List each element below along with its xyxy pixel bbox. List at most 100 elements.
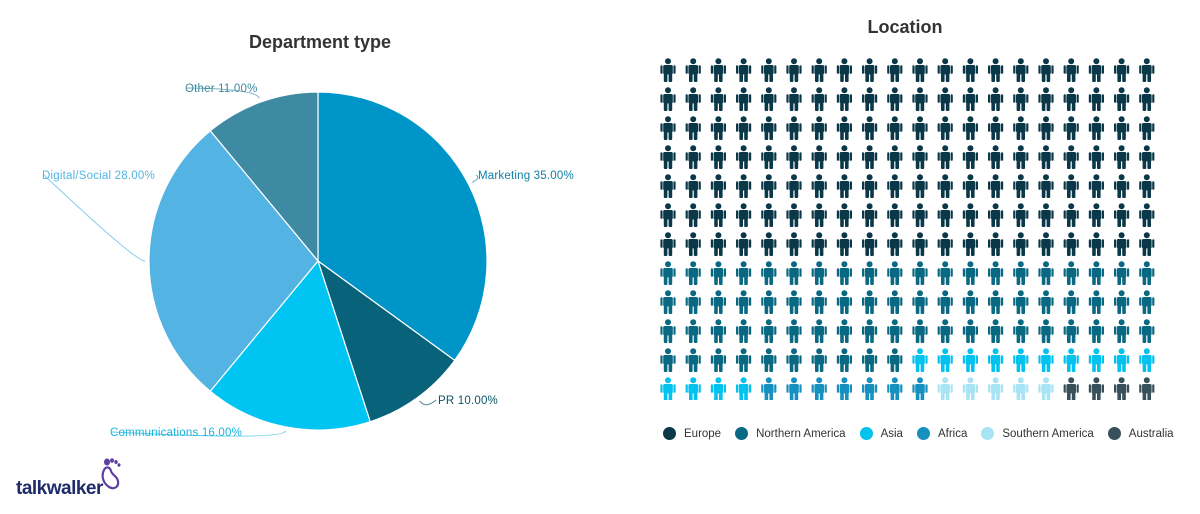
- person-icon-northern-america: [836, 261, 852, 285]
- person-icon-europe: [1114, 203, 1130, 227]
- legend-item-europe[interactable]: Europe: [663, 427, 721, 440]
- person-icon-europe: [1038, 203, 1054, 227]
- person-icon-asia: [660, 377, 676, 400]
- person-icon-northern-america: [786, 348, 802, 372]
- person-icon-northern-america: [1063, 261, 1079, 285]
- person-icon-northern-america: [736, 348, 752, 372]
- person-icon-northern-america: [1013, 290, 1029, 314]
- person-icon-europe: [836, 174, 852, 198]
- person-icon-europe: [862, 203, 878, 227]
- person-icon-australia: [1063, 377, 1079, 400]
- person-icon-europe: [836, 203, 852, 227]
- person-icon-europe: [710, 145, 726, 169]
- person-icon-europe: [962, 145, 978, 169]
- pie-slice-communications[interactable]: [209, 259, 371, 431]
- person-icon-europe: [1013, 145, 1029, 169]
- person-icon-europe: [1114, 145, 1130, 169]
- person-icon-europe: [988, 87, 1004, 111]
- person-icon-europe: [660, 232, 676, 256]
- person-icon-europe: [710, 58, 726, 82]
- person-icon-europe: [811, 87, 827, 111]
- person-icon-europe: [761, 58, 777, 82]
- person-icon-asia: [988, 348, 1004, 372]
- person-icon-europe: [836, 232, 852, 256]
- person-icon-europe: [988, 116, 1004, 140]
- person-icon-europe: [962, 174, 978, 198]
- person-icon-europe: [1063, 174, 1079, 198]
- person-icon-northern-america: [887, 261, 903, 285]
- person-icon-africa: [811, 377, 827, 400]
- person-icon-europe: [1088, 87, 1104, 111]
- pie-slice-other[interactable]: [209, 91, 319, 263]
- person-icon-europe: [1139, 58, 1155, 82]
- person-icon-europe: [660, 116, 676, 140]
- person-icon-europe: [962, 87, 978, 111]
- person-icon-europe: [1038, 174, 1054, 198]
- person-icon-northern-america: [761, 348, 777, 372]
- person-icon-northern-america: [912, 261, 928, 285]
- pie-slice-pr[interactable]: [316, 259, 456, 423]
- pie-slice-digital-social[interactable]: [148, 129, 319, 393]
- person-icon-europe: [1114, 174, 1130, 198]
- person-icon-northern-america: [962, 261, 978, 285]
- legend-item-asia[interactable]: Asia: [859, 427, 903, 440]
- person-icon-northern-america: [811, 290, 827, 314]
- person-icon-europe: [736, 145, 752, 169]
- person-icon-europe: [937, 232, 953, 256]
- person-icon-europe: [786, 58, 802, 82]
- legend-dot-australia: [1107, 427, 1121, 440]
- person-icon-europe: [988, 232, 1004, 256]
- person-icon-europe: [1063, 58, 1079, 82]
- person-icon-northern-america: [988, 290, 1004, 314]
- person-icon-europe: [912, 232, 928, 256]
- person-icon-europe: [1013, 87, 1029, 111]
- person-icon-northern-america: [937, 290, 953, 314]
- person-icon-northern-america: [1038, 319, 1054, 343]
- pie-label-marketing: Marketing 35.00%: [478, 170, 574, 182]
- pie-slice-marketing[interactable]: [317, 91, 488, 362]
- talkwalker-logo: talkwalker: [16, 458, 125, 500]
- person-icon-europe: [912, 203, 928, 227]
- person-icon-europe: [1114, 58, 1130, 82]
- person-icon-europe: [1139, 174, 1155, 198]
- legend-item-northern-america[interactable]: Northern America: [735, 427, 846, 440]
- legend-item-southern-america[interactable]: Southern America: [981, 427, 1094, 440]
- pie-connector-marketing: [471, 174, 479, 183]
- person-icon-europe: [1013, 203, 1029, 227]
- person-icon-northern-america: [862, 290, 878, 314]
- pie-chart-title: Department type: [248, 32, 392, 52]
- person-icon-europe: [786, 174, 802, 198]
- person-icon-northern-america: [1088, 290, 1104, 314]
- person-icon-northern-america: [685, 319, 701, 343]
- person-icon-northern-america: [786, 319, 802, 343]
- person-icon-northern-america: [710, 319, 726, 343]
- pie-connector-communications: [111, 430, 287, 437]
- person-icon-europe: [887, 116, 903, 140]
- person-icon-europe: [786, 203, 802, 227]
- legend-label-europe: Europe: [684, 427, 722, 440]
- person-icon-europe: [836, 145, 852, 169]
- person-icon-europe: [887, 232, 903, 256]
- person-icon-europe: [887, 58, 903, 82]
- person-icon-northern-america: [811, 348, 827, 372]
- legend-label-africa: Africa: [937, 427, 968, 440]
- person-icon-europe: [1088, 58, 1104, 82]
- person-icon-europe: [887, 87, 903, 111]
- person-icon-europe: [1063, 232, 1079, 256]
- legend-item-africa[interactable]: Africa: [916, 427, 968, 440]
- person-icon-europe: [685, 116, 701, 140]
- person-icon-europe: [736, 87, 752, 111]
- person-icon-northern-america: [761, 290, 777, 314]
- legend-label-australia: Australia: [1128, 427, 1174, 440]
- legend-item-australia[interactable]: Australia: [1107, 427, 1174, 440]
- person-icon-europe: [912, 87, 928, 111]
- person-icon-europe: [1114, 87, 1130, 111]
- person-icon-australia: [1139, 377, 1155, 400]
- person-icon-europe: [736, 174, 752, 198]
- person-icon-europe: [811, 58, 827, 82]
- person-icon-northern-america: [1013, 261, 1029, 285]
- person-icon-africa: [887, 377, 903, 400]
- person-icon-northern-america: [736, 319, 752, 343]
- person-icon-europe: [811, 174, 827, 198]
- person-icon-asia: [1114, 348, 1130, 372]
